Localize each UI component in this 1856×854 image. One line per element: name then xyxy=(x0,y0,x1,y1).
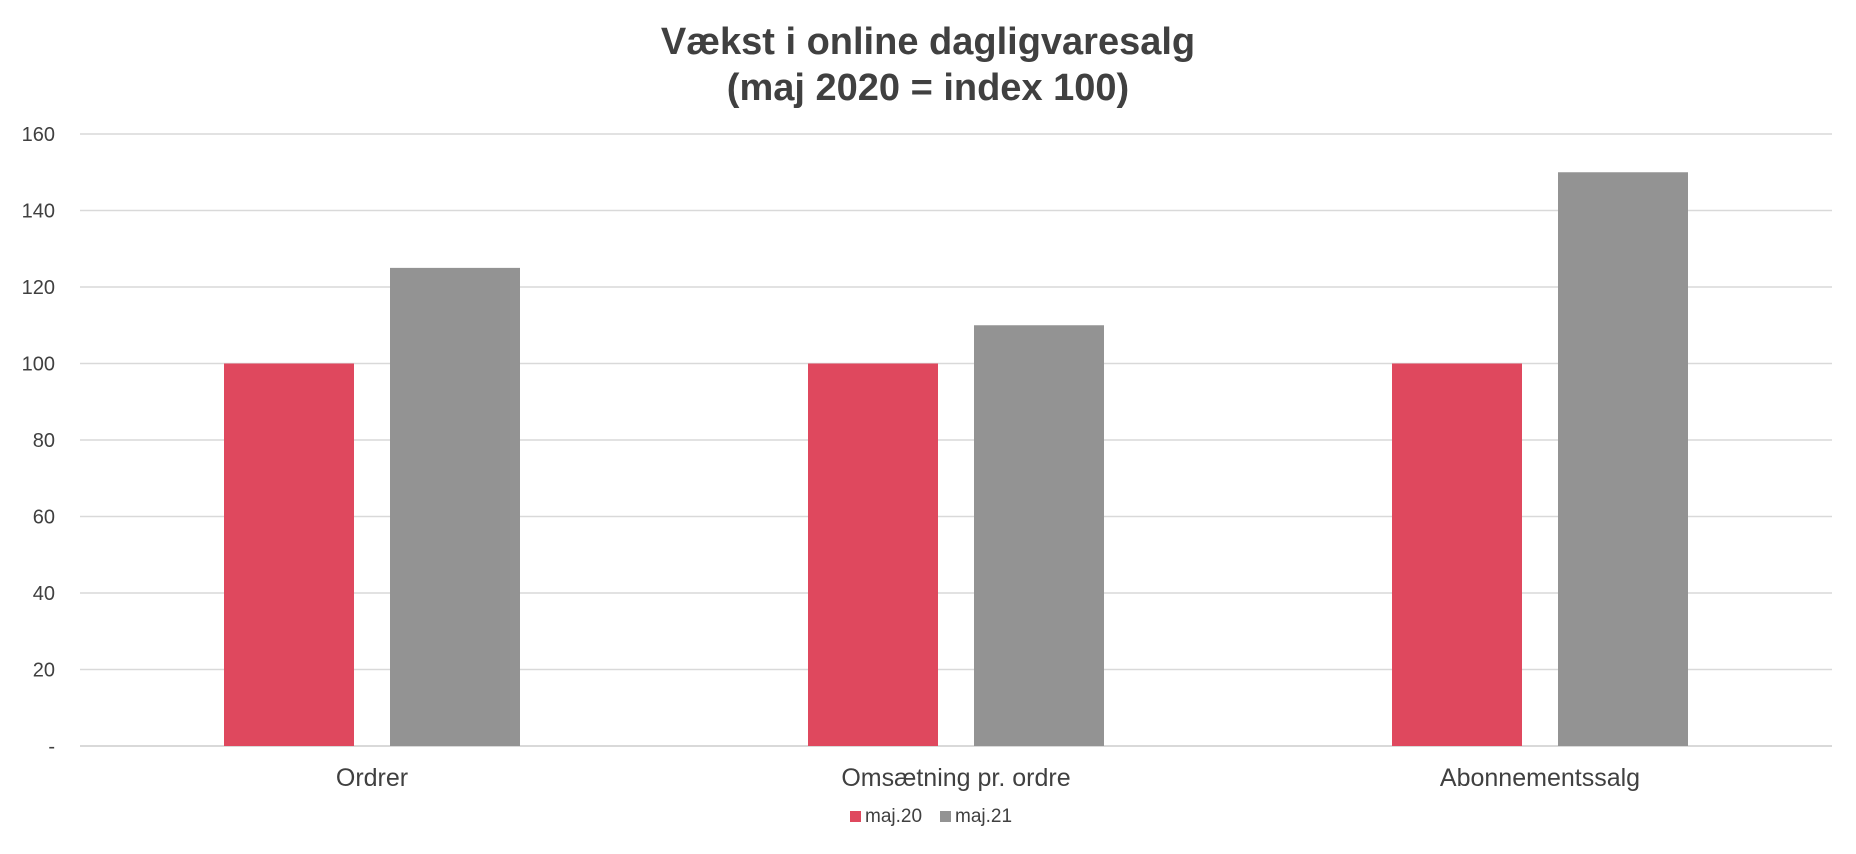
x-tick-label: Abonnementssalg xyxy=(1440,764,1640,792)
bar-maj-20-2 xyxy=(808,363,938,746)
y-tick-label: 40 xyxy=(33,583,55,605)
legend-swatch xyxy=(850,811,861,822)
bar-maj-20-3 xyxy=(1392,363,1522,746)
y-tick-label: 60 xyxy=(33,507,55,529)
bar-maj-21-2 xyxy=(974,325,1104,746)
y-tick-label: 80 xyxy=(33,430,55,452)
y-tick-label: - xyxy=(48,736,55,758)
x-tick-label: Ordrer xyxy=(336,764,408,792)
bars xyxy=(224,172,1688,746)
y-tick-label: 160 xyxy=(22,124,55,146)
x-axis-ticks: Ordrer Omsætning pr. ordre Abonnementssalg xyxy=(336,764,1640,792)
y-tick-label: 100 xyxy=(22,354,55,376)
bar-maj-21-1 xyxy=(390,267,520,746)
y-tick-label: 20 xyxy=(33,660,55,682)
legend-label: maj.21 xyxy=(955,806,1012,827)
y-tick-label: 120 xyxy=(22,277,55,299)
legend-label: maj.20 xyxy=(865,806,922,827)
y-axis-ticks: - 20 40 60 80 100 120 140 160 xyxy=(22,124,55,758)
bar-maj-20-1 xyxy=(224,363,354,746)
x-tick-label: Omsætning pr. ordre xyxy=(841,764,1070,792)
legend-swatch xyxy=(940,811,951,822)
gridlines xyxy=(80,133,1832,747)
chart-subtitle: (maj 2020 = index 100) xyxy=(727,67,1129,109)
bar-maj-21-3 xyxy=(1558,172,1688,746)
chart-title: Vækst i online dagligvaresalg xyxy=(661,21,1195,63)
legend: maj.20 maj.21 xyxy=(850,806,1012,827)
y-tick-label: 140 xyxy=(22,201,55,223)
